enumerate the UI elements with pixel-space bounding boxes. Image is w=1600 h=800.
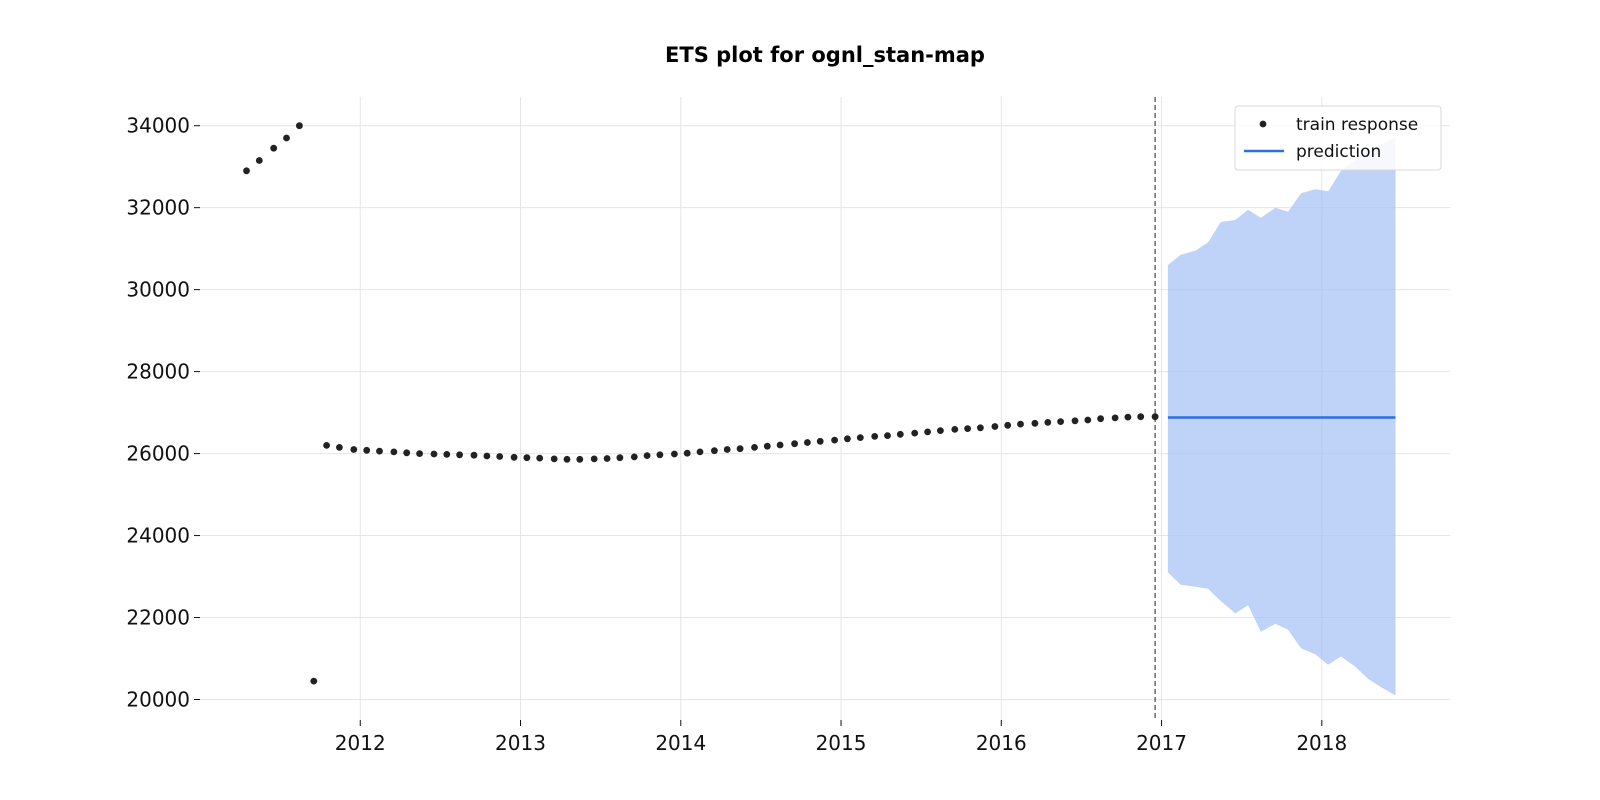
x-tick-label: 2018 [1296, 731, 1347, 755]
train-response-point [804, 439, 811, 446]
y-tick-label: 20000 [126, 688, 190, 712]
y-tick-label: 30000 [126, 278, 190, 302]
train-response-point [723, 446, 731, 453]
train-response-point [856, 434, 864, 441]
train-response-point [1151, 413, 1159, 421]
train-response-point [671, 450, 678, 458]
train-response-point [1057, 418, 1064, 425]
train-response-point [283, 134, 290, 142]
train-response-point [791, 440, 798, 448]
train-response-point [243, 167, 250, 175]
train-response-point [1111, 414, 1119, 422]
train-response-point [911, 429, 919, 437]
y-tick-label: 28000 [126, 360, 190, 384]
y-tick-label: 32000 [126, 196, 190, 220]
train-response-point [270, 144, 278, 152]
train-response-point [430, 450, 438, 458]
train-response-point [683, 449, 691, 457]
x-tick-label: 2012 [335, 731, 386, 755]
train-response-point [403, 449, 411, 457]
train-response-point [536, 454, 544, 462]
train-response-point [523, 454, 531, 462]
train-response-point [456, 451, 463, 459]
train-response-point [296, 122, 303, 130]
train-response-point [937, 427, 944, 434]
train-response-point [470, 451, 478, 459]
train-response-point [844, 435, 851, 443]
train-response-point [1137, 413, 1145, 421]
train-response-point [1004, 421, 1012, 429]
train-response-point [776, 441, 784, 449]
train-response-point [763, 442, 771, 450]
y-tick-label: 22000 [126, 606, 190, 630]
train-response-point [563, 455, 571, 463]
legend-train-label: train response [1296, 115, 1418, 135]
x-tick-label: 2017 [1136, 731, 1187, 755]
train-response-point [831, 436, 838, 444]
train-response-point [656, 451, 664, 459]
train-response-point [1097, 415, 1104, 423]
train-response-point [616, 454, 624, 462]
train-response-point [390, 448, 398, 456]
train-response-point [416, 450, 423, 457]
x-tick-label: 2013 [495, 731, 546, 755]
train-response-point [991, 423, 999, 430]
train-response-point [643, 452, 651, 459]
train-response-point [576, 455, 584, 463]
y-tick-label: 34000 [126, 114, 190, 138]
train-response-point [924, 428, 931, 436]
train-response-point [884, 432, 891, 439]
train-response-point [896, 430, 904, 438]
train-response-point [310, 677, 318, 685]
train-response-point [1071, 417, 1079, 425]
y-tick-label: 26000 [126, 442, 190, 466]
train-response-point [510, 453, 518, 461]
train-response-point [711, 447, 718, 455]
train-response-point [951, 426, 959, 433]
train-response-point [1017, 420, 1024, 428]
train-response-point [603, 455, 611, 462]
y-axis: 20000 22000 24000 26000 28000 30000 32000 34000 [126, 114, 200, 712]
train-response-point [751, 444, 758, 451]
train-response-point [736, 445, 744, 453]
train-response-point [816, 437, 824, 445]
train-response-point [630, 453, 638, 461]
train-response-point [871, 433, 879, 440]
train-response-point [496, 453, 504, 460]
train-response-point [977, 424, 984, 432]
x-tick-label: 2014 [655, 731, 706, 755]
train-response-point [443, 451, 451, 458]
train-response-point [964, 425, 971, 432]
train-response-point [1044, 419, 1052, 426]
train-response-point [323, 442, 330, 449]
train-response-point [1084, 416, 1092, 424]
legend-frame [1234, 105, 1442, 171]
train-response-point [336, 444, 343, 451]
train-response-points [243, 122, 1159, 685]
train-response-point [696, 448, 704, 456]
legend-train-marker [1259, 120, 1267, 128]
train-response-point [363, 446, 371, 454]
legend-prediction-label: prediction [1296, 142, 1381, 162]
train-response-point [376, 447, 383, 455]
train-response-point [350, 446, 358, 453]
chart-title: ETS plot for ognl_stan-map [665, 43, 985, 67]
train-response-point [255, 157, 263, 164]
train-response-point [1031, 419, 1039, 427]
x-tick-label: 2016 [976, 731, 1027, 755]
x-tick-label: 2015 [816, 731, 867, 755]
y-tick-label: 24000 [126, 524, 190, 548]
x-axis: 2012 2013 2014 2015 2016 2017 2018 [335, 720, 1347, 755]
train-response-point [1124, 413, 1132, 421]
legend: train response prediction [1234, 105, 1442, 171]
train-response-point [550, 455, 558, 463]
train-response-point [590, 455, 598, 463]
train-response-point [483, 452, 491, 460]
